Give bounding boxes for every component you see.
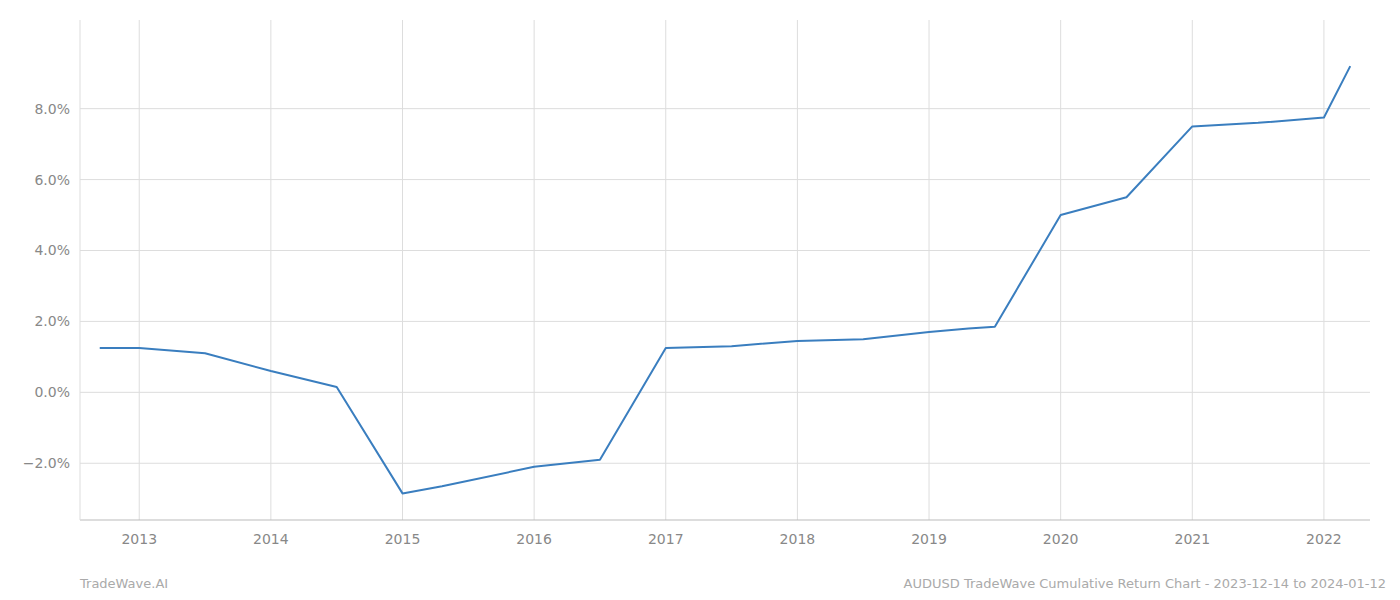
y-grid-line — [80, 250, 1370, 251]
return-line — [100, 66, 1351, 493]
x-tick-label: 2022 — [1306, 531, 1342, 547]
x-tick-label: 2015 — [385, 531, 421, 547]
y-tick-label: 0.0% — [34, 384, 70, 400]
x-tick-label: 2016 — [516, 531, 552, 547]
y-tick-label: 8.0% — [34, 101, 70, 117]
footer: TradeWave.AI AUDUSD TradeWave Cumulative … — [79, 576, 1386, 591]
plot-area — [100, 66, 1351, 493]
x-tick-label: 2014 — [253, 531, 289, 547]
x-tick-label: 2017 — [648, 531, 684, 547]
x-grid-line — [797, 20, 798, 520]
x-grid-line — [1192, 20, 1193, 520]
y-tick-label: 6.0% — [34, 172, 70, 188]
x-tick-label: 2018 — [780, 531, 816, 547]
x-grid-line — [665, 20, 666, 520]
footer-left: TradeWave.AI — [79, 576, 168, 591]
y-grid-line — [80, 179, 1370, 180]
grid — [80, 20, 1370, 520]
y-tick-label: −2.0% — [23, 455, 70, 471]
chart: 2013 2014 2015 2016 2017 2018 2019 2020 2021 2022… — [0, 0, 1400, 600]
x-tick-label: 2019 — [911, 531, 947, 547]
y-axis-line — [80, 20, 81, 520]
x-tick-label: 2021 — [1174, 531, 1210, 547]
x-tick-label: 2013 — [121, 531, 157, 547]
x-axis-line — [80, 520, 1370, 521]
y-tick-label: 2.0% — [34, 313, 70, 329]
x-grid-line — [1323, 20, 1324, 520]
x-grid-line — [270, 20, 271, 520]
footer-right: AUDUSD TradeWave Cumulative Return Chart… — [904, 576, 1386, 591]
y-grid-line — [80, 463, 1370, 464]
x-grid-line — [402, 20, 403, 520]
x-tick-label: 2020 — [1043, 531, 1079, 547]
tick-labels: 2013 2014 2015 2016 2017 2018 2019 2020 2021 2022… — [23, 101, 1342, 547]
y-grid-line — [80, 321, 1370, 322]
x-grid-line — [534, 20, 535, 520]
y-grid-line — [80, 392, 1370, 393]
y-grid-line — [80, 108, 1370, 109]
x-grid-line — [929, 20, 930, 520]
x-grid-line — [1060, 20, 1061, 520]
x-grid-line — [139, 20, 140, 520]
y-tick-label: 4.0% — [34, 242, 70, 258]
